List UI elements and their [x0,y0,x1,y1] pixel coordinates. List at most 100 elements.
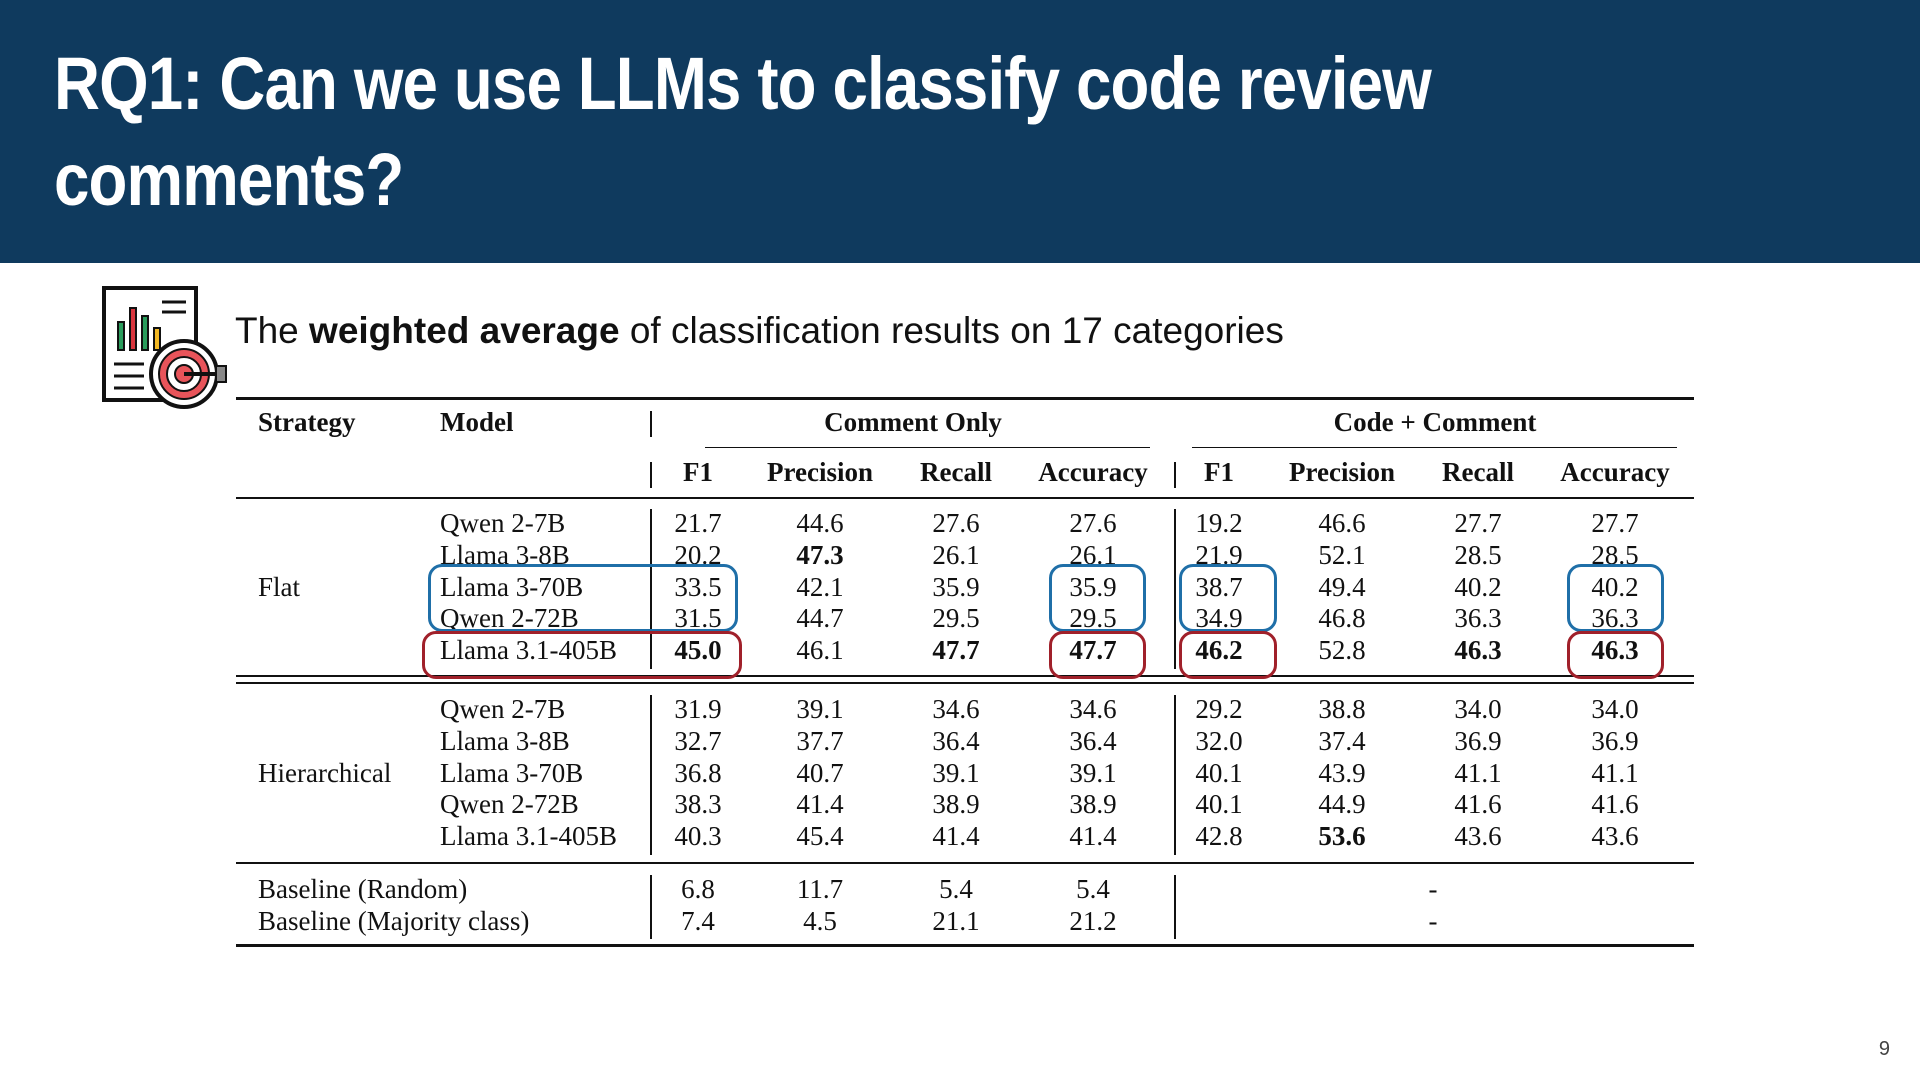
value-cell: 47.3 [796,539,844,570]
value-cell: 39.1 [796,694,844,724]
header-separator-left [650,411,652,437]
subtitle-prefix: The [235,310,310,351]
hier-separator-left [650,695,652,855]
value-cell: 28.5 [1454,539,1502,570]
metric-separator-left [650,462,652,488]
hier-separator-right [1174,695,1176,855]
value-cell: 36.4 [1069,725,1117,756]
baseline-separator-left [650,875,652,939]
value-cell: 38.7 [1195,571,1243,602]
bottom-rule [236,944,1694,947]
value-cell: 34.6 [1069,694,1117,724]
value-cell: 44.7 [796,603,844,634]
model-cell: Llama 3-70B [440,757,584,788]
baseline-value-cell: 6.8 [681,874,715,904]
value-cell: 52.8 [1318,635,1366,666]
baseline-label: Baseline (Majority class) [258,905,530,936]
value-cell: 31.9 [674,694,722,724]
value-cell: 27.6 [1069,508,1117,538]
baseline-value-cell: 5.4 [1076,874,1110,904]
baseline-value-cell: 11.7 [796,874,844,904]
model-cell: Qwen 2-7B [440,508,566,538]
value-cell: 41.4 [1069,821,1117,852]
value-cell: 36.4 [932,725,980,756]
flat-separator-right [1174,509,1176,669]
value-cell: 45.0 [674,635,722,666]
value-cell: 45.4 [796,821,844,852]
value-cell: 34.9 [1195,603,1243,634]
baseline-value-cell: 21.2 [1069,905,1117,936]
highlight-box-f1-cc-405b [1179,631,1277,680]
value-cell: 39.1 [1069,757,1117,788]
model-cell: Llama 3.1-405B [440,635,617,666]
value-cell: 47.7 [932,635,980,666]
value-cell: 41.1 [1591,757,1639,788]
subtitle-suffix: of classification results on 17 categori… [619,310,1284,351]
value-cell: 41.6 [1454,789,1502,820]
value-cell: 53.6 [1318,821,1366,852]
value-cell: 21.7 [674,508,722,538]
model-cell: Qwen 2-72B [440,603,579,634]
header-metric-accuracy: Accuracy [1038,457,1148,487]
value-cell: 36.8 [674,757,722,788]
group1-underline [705,447,1150,448]
baseline-separator-right [1174,875,1176,939]
value-cell: 44.6 [796,508,844,538]
value-cell: 35.9 [1069,571,1117,602]
value-cell: 44.9 [1318,789,1366,820]
value-cell: 32.0 [1195,725,1243,756]
value-cell: 46.6 [1318,508,1366,538]
value-cell: 43.9 [1318,757,1366,788]
value-cell: 40.2 [1454,571,1502,602]
baseline-value-cell: 4.5 [803,905,837,936]
header-strategy: Strategy [258,407,356,437]
subtitle: The weighted average of classification r… [235,310,1284,352]
highlight-box-accuracy-cc-405b [1567,631,1664,680]
value-cell: 49.4 [1318,571,1366,602]
value-cell: 46.3 [1591,635,1639,666]
value-cell: 36.3 [1591,603,1639,634]
value-cell: 40.7 [796,757,844,788]
baseline-value-cell: 21.1 [932,905,980,936]
value-cell: 36.9 [1454,725,1502,756]
value-cell: 34.0 [1454,694,1502,724]
baseline-value-cell: 5.4 [939,874,973,904]
flat-double-rule-1 [236,675,1694,677]
value-cell: 32.7 [674,725,722,756]
header-metric-accuracy: Accuracy [1560,457,1670,487]
value-cell: 43.6 [1591,821,1639,852]
value-cell: 38.8 [1318,694,1366,724]
value-cell: 31.5 [674,603,722,634]
hierarchical-rule [236,862,1694,864]
page-number: 9 [1878,1038,1890,1060]
highlight-box-accuracy-co-70b [1049,563,1146,632]
strategy-flat: Flat [258,571,301,602]
value-cell: 47.7 [1069,635,1117,666]
header-metric-precision: Precision [767,457,873,487]
model-cell: Qwen 2-7B [440,694,566,724]
value-cell: 41.6 [1591,789,1639,820]
value-cell: 26.1 [932,539,980,570]
results-table: Strategy Model Comment Only Code + Comment F… [230,385,1700,955]
value-cell: 38.9 [1069,789,1117,820]
header-code-comment: Code + Comment [1333,407,1537,437]
header-metric-f1: F1 [683,457,713,487]
highlight-box-accuracy-co-405b [1049,631,1146,680]
value-cell: 27.6 [932,508,980,538]
highlight-box-llama70b [428,563,738,632]
value-cell: 36.3 [1454,603,1502,634]
header-comment-only: Comment Only [824,407,1002,437]
value-cell: 35.9 [932,571,980,602]
header-model: Model [440,407,514,437]
value-cell: 27.7 [1591,508,1639,538]
value-cell: 43.6 [1454,821,1502,852]
model-cell: Llama 3-70B [440,571,584,602]
highlight-box-accuracy-cc-70b [1567,563,1664,632]
value-cell: 34.6 [932,694,980,724]
value-cell: 40.2 [1591,571,1639,602]
value-cell: 29.5 [1069,603,1117,634]
value-cell: 33.5 [674,571,722,602]
model-cell: Llama 3-8B [440,725,570,756]
value-cell: 42.1 [796,571,844,602]
chart-target-icon [102,286,227,409]
